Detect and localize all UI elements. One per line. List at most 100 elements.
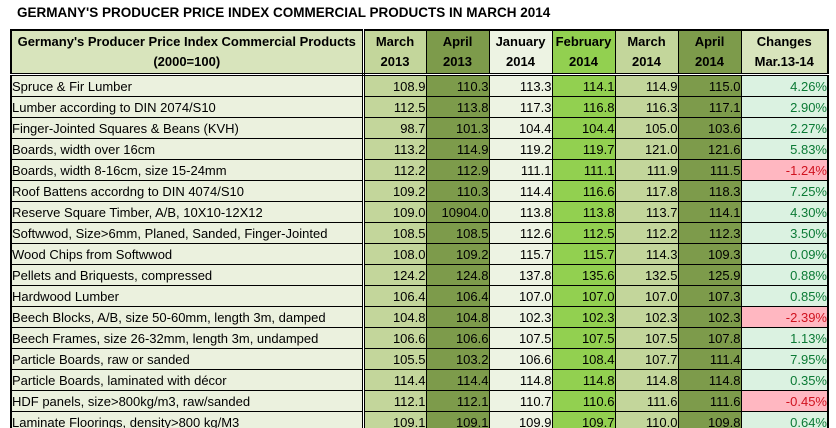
- table-header: Germany's Producer Price Index Commercia…: [10, 29, 829, 76]
- value-cell: 103.6: [677, 117, 742, 139]
- value-cell: 108.4: [551, 348, 616, 370]
- table-row: Spruce & Fir Lumber 108.9 110.3 113.3 114.1 1…: [10, 74, 829, 97]
- value-cell: 111.1: [551, 159, 616, 181]
- change-cell: 0.64%: [740, 411, 829, 428]
- value-cell: 112.3: [677, 222, 742, 244]
- table-row: HDF panels, size>800kg/m3, raw/sanded 112…: [10, 390, 829, 412]
- value-cell: 102.3: [677, 306, 742, 328]
- column-header-february-2014: February 2014: [551, 29, 616, 76]
- value-cell: 114.1: [551, 74, 616, 97]
- value-cell: 119.2: [488, 138, 553, 160]
- product-cell: Wood Chips from Softwwod: [10, 243, 365, 265]
- value-cell: 110.7: [488, 390, 553, 412]
- value-cell: 113.2: [362, 138, 427, 160]
- value-cell: 10904.0: [425, 201, 490, 223]
- value-cell: 110.6: [551, 390, 616, 412]
- change-cell: 3.50%: [740, 222, 829, 244]
- column-header-april-2014: April 2014: [677, 29, 742, 76]
- value-cell: 107.5: [614, 327, 679, 349]
- value-cell: 111.4: [677, 348, 742, 370]
- change-cell: -2.39%: [740, 306, 829, 328]
- change-cell: 5.83%: [740, 138, 829, 160]
- change-cell: 2.27%: [740, 117, 829, 139]
- table-row: Finger-Jointed Squares & Beans (KVH) 98.7…: [10, 117, 829, 139]
- change-cell: 0.85%: [740, 285, 829, 307]
- value-cell: 124.8: [425, 264, 490, 286]
- column-header-january-2014: January 2014: [488, 29, 553, 76]
- value-cell: 115.7: [488, 243, 553, 265]
- table-row: Beech Frames, size 26-32mm, length 3m, u…: [10, 327, 829, 349]
- product-header-line1: Germany's Producer Price Index Commercia…: [17, 33, 356, 49]
- value-cell: 112.9: [425, 159, 490, 181]
- value-cell: 108.9: [362, 74, 427, 97]
- table-row: Beech Blocks, A/B, size 50-60mm, length …: [10, 306, 829, 328]
- value-cell: 111.6: [677, 390, 742, 412]
- product-cell: Boards, width 8-16cm, size 15-24mm: [10, 159, 365, 181]
- product-cell: Hardwood Lumber: [10, 285, 365, 307]
- value-cell: 106.4: [425, 285, 490, 307]
- value-cell: 114.8: [488, 369, 553, 391]
- value-cell: 104.8: [362, 306, 427, 328]
- value-cell: 112.1: [362, 390, 427, 412]
- value-cell: 101.3: [425, 117, 490, 139]
- value-cell: 124.2: [362, 264, 427, 286]
- value-cell: 137.8: [488, 264, 553, 286]
- value-cell: 107.5: [488, 327, 553, 349]
- value-cell: 109.1: [362, 411, 427, 428]
- value-cell: 115.0: [677, 74, 742, 97]
- value-cell: 113.8: [488, 201, 553, 223]
- product-cell: Lumber according to DIN 2074/S10: [10, 96, 365, 118]
- value-cell: 104.4: [551, 117, 616, 139]
- product-column-header: Germany's Producer Price Index Commercia…: [10, 29, 365, 76]
- product-cell: Particle Boards, raw or sanded: [10, 348, 365, 370]
- value-cell: 110.0: [614, 411, 679, 428]
- change-cell: 2.90%: [740, 96, 829, 118]
- value-cell: 110.3: [425, 180, 490, 202]
- value-cell: 110.3: [425, 74, 490, 97]
- product-cell: Spruce & Fir Lumber: [10, 74, 365, 97]
- change-cell: 0.09%: [740, 243, 829, 265]
- table-row: Softwwod, Size>6mm, Planed, Sanded, Fing…: [10, 222, 829, 244]
- product-cell: HDF panels, size>800kg/m3, raw/sanded: [10, 390, 365, 412]
- value-cell: 114.9: [425, 138, 490, 160]
- product-cell: Finger-Jointed Squares & Beans (KVH): [10, 117, 365, 139]
- value-cell: 114.8: [614, 369, 679, 391]
- table-row: Roof Battens accordng to DIN 4074/S10 109…: [10, 180, 829, 202]
- table-row: Particle Boards, raw or sanded 105.5 103.2…: [10, 348, 829, 370]
- value-cell: 107.0: [551, 285, 616, 307]
- table-row: Pellets and Briquests, compressed 124.2 12…: [10, 264, 829, 286]
- value-cell: 107.3: [677, 285, 742, 307]
- product-cell: Pellets and Briquests, compressed: [10, 264, 365, 286]
- value-cell: 117.8: [614, 180, 679, 202]
- value-cell: 106.4: [362, 285, 427, 307]
- value-cell: 114.4: [488, 180, 553, 202]
- change-cell: 7.95%: [740, 348, 829, 370]
- value-cell: 105.5: [362, 348, 427, 370]
- value-cell: 113.3: [488, 74, 553, 97]
- value-cell: 109.0: [362, 201, 427, 223]
- value-cell: 114.4: [425, 369, 490, 391]
- value-cell: 108.0: [362, 243, 427, 265]
- table-row: Reserve Square Timber, A/B, 10X10-12X12 1…: [10, 201, 829, 223]
- value-cell: 121.0: [614, 138, 679, 160]
- header-row: Germany's Producer Price Index Commercia…: [10, 29, 829, 76]
- value-cell: 113.8: [425, 96, 490, 118]
- table-row: Lumber according to DIN 2074/S10 112.5 113…: [10, 96, 829, 118]
- value-cell: 118.3: [677, 180, 742, 202]
- value-cell: 106.6: [362, 327, 427, 349]
- table-row: Boards, width 8-16cm, size 15-24mm 112.2 1…: [10, 159, 829, 181]
- value-cell: 114.8: [551, 369, 616, 391]
- value-cell: 121.6: [677, 138, 742, 160]
- value-cell: 119.7: [551, 138, 616, 160]
- value-cell: 125.9: [677, 264, 742, 286]
- change-cell: 4.30%: [740, 201, 829, 223]
- table-body: Spruce & Fir Lumber 108.9 110.3 113.3 114.1 1…: [10, 74, 829, 428]
- column-header-march-2013: March 2013: [362, 29, 427, 76]
- change-cell: 1.13%: [740, 327, 829, 349]
- column-header-changes-mar-13-14: Changes Mar.13-14: [740, 29, 829, 76]
- value-cell: 112.2: [362, 159, 427, 181]
- value-cell: 112.5: [362, 96, 427, 118]
- column-header-march-2014: March 2014: [614, 29, 679, 76]
- value-cell: 107.0: [488, 285, 553, 307]
- product-cell: Roof Battens accordng to DIN 4074/S10: [10, 180, 365, 202]
